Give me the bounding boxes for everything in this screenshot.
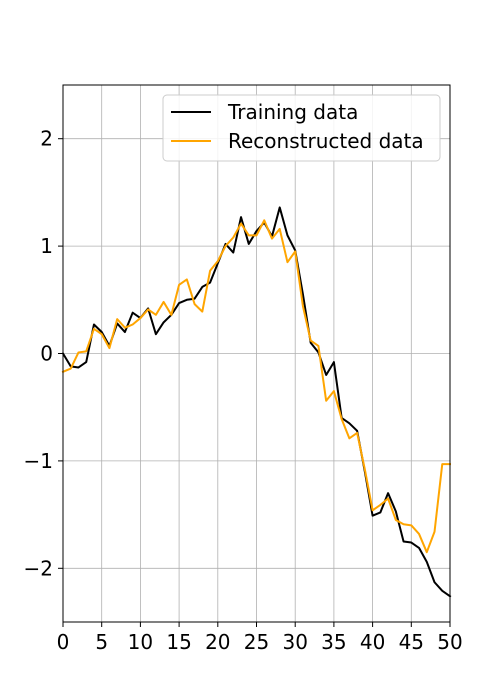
- y-tick-label: 2: [40, 127, 53, 151]
- y-axis: −2 −1 0 1 2: [24, 127, 63, 580]
- x-tick-label: 0: [57, 630, 70, 654]
- x-tick-label: 5: [95, 630, 108, 654]
- x-tick-label: 20: [205, 630, 230, 654]
- y-tick-label: −1: [24, 449, 53, 473]
- x-tick-label: 25: [244, 630, 269, 654]
- legend: Training data Reconstructed data: [162, 94, 441, 162]
- legend-box: [162, 94, 441, 162]
- y-tick-label: 1: [40, 234, 53, 258]
- x-tick-label: 35: [321, 630, 346, 654]
- x-tick-label: 50: [437, 630, 462, 654]
- x-tick-label: 15: [166, 630, 191, 654]
- y-tick-label: −2: [24, 556, 53, 580]
- x-tick-label: 30: [282, 630, 307, 654]
- x-tick-label: 40: [360, 630, 385, 654]
- x-tick-label: 45: [399, 630, 424, 654]
- x-tick-label: 10: [128, 630, 153, 654]
- grid: [62, 85, 451, 622]
- y-tick-label: 0: [40, 342, 53, 366]
- series-line-reconstructed-data: [61, 219, 451, 554]
- x-axis: 0 5 10 15 20 25 30 35 40 45 50: [57, 622, 463, 654]
- legend-label-reconstructed-data: Reconstructed data: [228, 129, 424, 153]
- series-layer: [61, 206, 452, 598]
- legend-label-training-data: Training data: [227, 100, 358, 124]
